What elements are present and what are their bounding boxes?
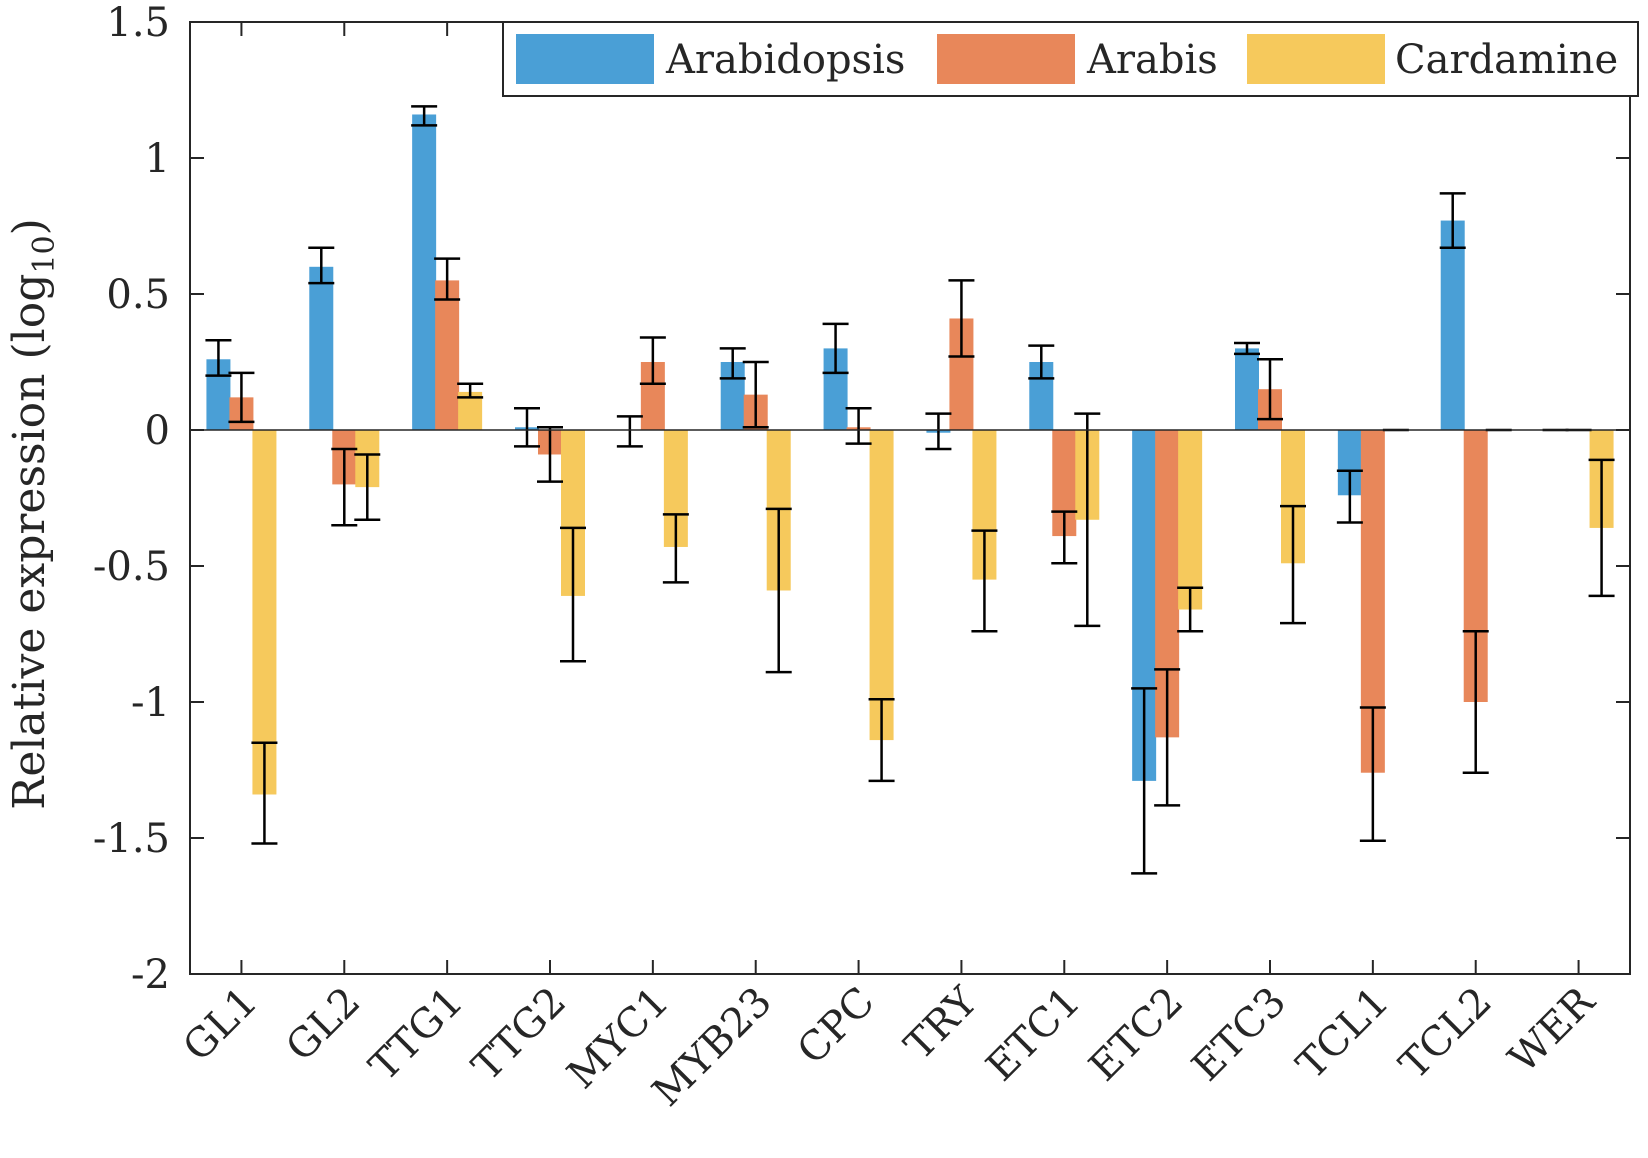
errorbar-arabidopsis-etc2 <box>1131 687 1158 875</box>
errorbar-arabis-etc3 <box>1257 358 1283 421</box>
y-tick-label: 0 <box>145 408 170 454</box>
errorbar-arabis-cpc <box>845 406 872 445</box>
errorbar-arabis-etc1 <box>1051 510 1078 565</box>
errorbar-cardamine-try <box>971 529 998 633</box>
x-tick-label: ETC1 <box>978 979 1090 1091</box>
y-tick-label: -2 <box>131 952 170 998</box>
legend-label-arabis: Arabis <box>1086 37 1218 83</box>
bar-arabidopsis-ttg1 <box>412 114 437 430</box>
x-tick-label: TTG2 <box>464 979 575 1090</box>
x-tick-label: TRY <box>896 978 987 1069</box>
errorbar-arabidopsis-tcl2 <box>1439 192 1466 250</box>
bar-arabis-ttg1 <box>435 280 460 430</box>
x-tick-label: ETC2 <box>1081 979 1193 1091</box>
y-tick-label: 0.5 <box>106 272 170 318</box>
x-tick-label: TTG1 <box>361 979 472 1090</box>
bar-arabidopsis-etc3 <box>1235 348 1259 430</box>
errorbar-arabidopsis-myb23 <box>719 347 746 380</box>
legend: Arabidopsis Arabis Cardamine <box>502 21 1639 97</box>
legend-swatch-cardamine <box>1247 34 1385 84</box>
errorbar-arabidopsis-etc1 <box>1028 344 1055 380</box>
errorbar-arabidopsis-etc3 <box>1234 341 1260 356</box>
errorbar-cardamine-ttg2 <box>560 526 586 663</box>
errorbar-arabidopsis-gl2 <box>308 246 335 285</box>
x-tick-label: ETC3 <box>1183 979 1295 1091</box>
errorbar-arabidopsis-ttg1 <box>411 105 438 127</box>
errorbar-arabis-tcl1 <box>1359 706 1386 842</box>
errorbar-arabis-ttg2 <box>537 426 563 483</box>
y-tick-label: -1.5 <box>93 816 170 862</box>
errorbar-arabis-tcl2 <box>1462 630 1489 774</box>
y-tick-label: -0.5 <box>93 544 170 590</box>
errorbar-cardamine-gl1 <box>251 741 278 845</box>
x-tick-label: TCL1 <box>1288 979 1398 1089</box>
errorbar-arabidopsis-myc1 <box>616 415 643 448</box>
errorbar-arabis-myc1 <box>639 336 666 386</box>
bar-arabidopsis-gl2 <box>309 266 334 430</box>
legend-swatch-arabidopsis <box>516 34 654 84</box>
legend-label-cardamine: Cardamine <box>1395 37 1618 83</box>
errorbar-arabis-gl1 <box>228 371 255 424</box>
x-tick-label: TCL2 <box>1391 979 1501 1089</box>
legend-label-arabidopsis: Arabidopsis <box>665 37 905 83</box>
errorbar-arabidopsis-try <box>925 412 952 451</box>
y-axis-label: Relative expression (log10) <box>4 218 62 810</box>
errorbar-cardamine-etc2 <box>1177 586 1204 633</box>
errorbar-cardamine-myb23 <box>765 507 792 674</box>
errorbar-cardamine-cpc <box>868 698 895 783</box>
y-tick-label: -1 <box>131 680 170 726</box>
errorbar-cardamine-myc1 <box>662 513 689 584</box>
y-tick-label: 1.5 <box>106 0 170 46</box>
errorbar-cardamine-etc1 <box>1074 412 1101 628</box>
errorbar-cardamine-wer <box>1588 458 1615 598</box>
errorbar-cardamine-gl2 <box>354 453 381 522</box>
y-tick-label: 1 <box>145 136 170 182</box>
errorbar-arabidopsis-ttg2 <box>514 406 540 448</box>
errorbar-arabis-myb23 <box>742 360 769 429</box>
x-tick-label: CPC <box>789 979 884 1074</box>
bar-cardamine-cpc <box>869 430 894 741</box>
legend-swatch-arabis <box>937 34 1075 84</box>
errorbar-arabis-try <box>948 279 975 358</box>
bar-cardamine-gl1 <box>252 430 277 795</box>
errorbar-cardamine-ttg1 <box>457 382 484 399</box>
plot-area <box>190 22 1630 974</box>
x-tick-label: GL1 <box>175 979 267 1071</box>
errorbar-arabis-ttg1 <box>434 257 461 301</box>
bar-arabidopsis-tcl2 <box>1440 220 1465 430</box>
errorbar-arabidopsis-gl1 <box>205 338 232 377</box>
errorbar-arabidopsis-tcl1 <box>1336 469 1363 524</box>
errorbar-cardamine-etc3 <box>1280 504 1306 625</box>
bar-cardamine-etc2 <box>1178 430 1203 610</box>
errorbar-arabis-etc2 <box>1154 668 1181 807</box>
errorbar-arabis-gl2 <box>331 447 358 527</box>
errorbar-arabidopsis-cpc <box>822 322 849 375</box>
x-tick-label: GL2 <box>277 979 369 1071</box>
x-tick-label: WER <box>1500 977 1605 1082</box>
